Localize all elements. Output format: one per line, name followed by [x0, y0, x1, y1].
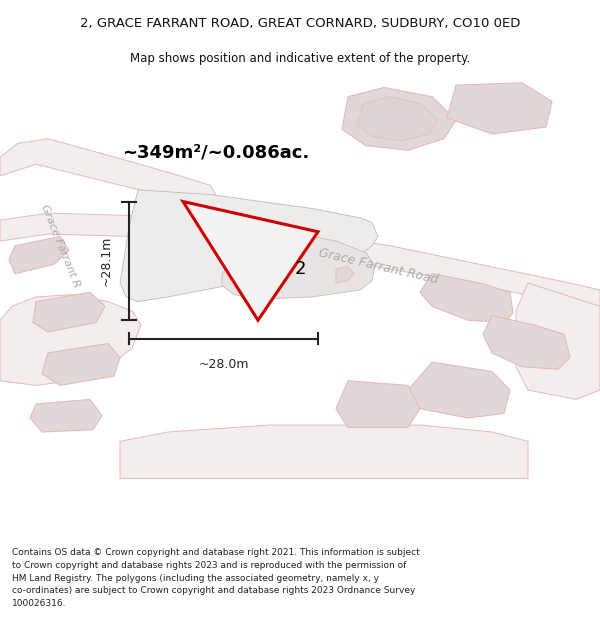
Polygon shape [516, 283, 600, 399]
Polygon shape [357, 97, 438, 141]
Polygon shape [222, 227, 375, 299]
Text: 2, GRACE FARRANT ROAD, GREAT CORNARD, SUDBURY, CO10 0ED: 2, GRACE FARRANT ROAD, GREAT CORNARD, SU… [80, 17, 520, 30]
Polygon shape [342, 88, 456, 150]
Polygon shape [42, 344, 120, 386]
Text: 2: 2 [294, 260, 306, 278]
Text: ~28.0m: ~28.0m [198, 358, 249, 371]
Polygon shape [336, 267, 354, 283]
Text: Map shows position and indicative extent of the property.: Map shows position and indicative extent… [130, 52, 470, 65]
Polygon shape [9, 236, 69, 274]
Text: Grace Farrant Road: Grace Farrant Road [317, 247, 439, 287]
Polygon shape [420, 274, 513, 322]
Polygon shape [33, 292, 105, 332]
Polygon shape [183, 201, 318, 320]
Polygon shape [0, 139, 216, 201]
Polygon shape [408, 362, 510, 418]
Text: ~349m²/~0.086ac.: ~349m²/~0.086ac. [122, 144, 310, 162]
Polygon shape [483, 316, 570, 369]
Polygon shape [120, 190, 378, 302]
Polygon shape [0, 294, 141, 386]
Polygon shape [120, 425, 528, 479]
Polygon shape [447, 82, 552, 134]
Text: Contains OS data © Crown copyright and database right 2021. This information is : Contains OS data © Crown copyright and d… [12, 548, 420, 608]
Text: ~28.1m: ~28.1m [100, 236, 113, 286]
Text: Grace Farrant R: Grace Farrant R [39, 202, 81, 289]
Polygon shape [0, 213, 600, 311]
Polygon shape [336, 381, 420, 428]
Polygon shape [30, 399, 102, 432]
